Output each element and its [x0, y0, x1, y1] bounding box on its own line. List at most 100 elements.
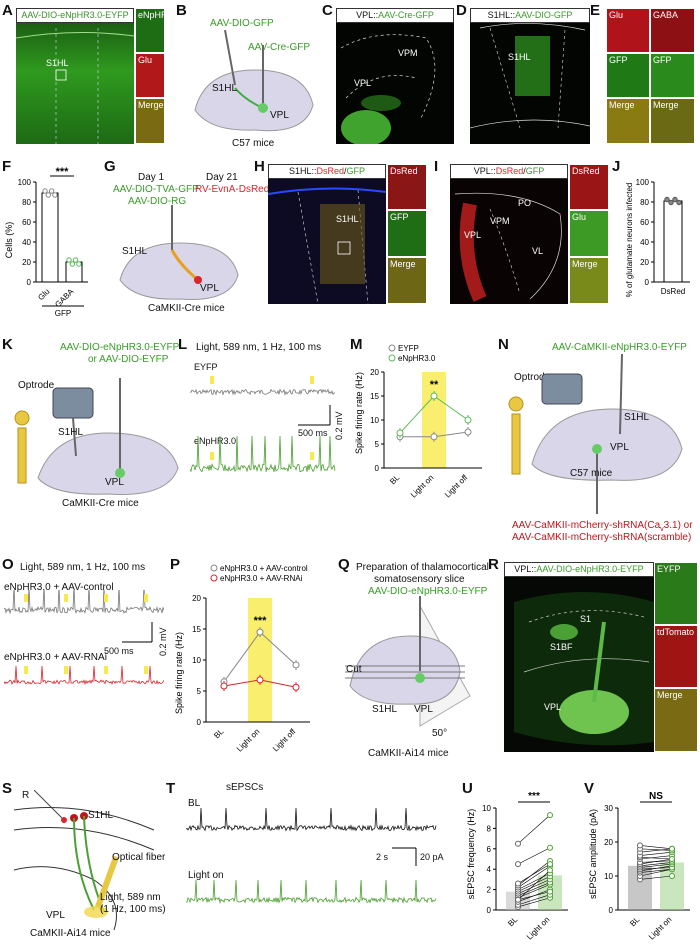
- panel-m-legend-label: EYFP: [398, 344, 419, 353]
- panel-i-image: VPL::DsRed/GFP PO VPM VPL VL: [450, 164, 568, 304]
- panel-j-ytick-label: 60: [640, 218, 649, 227]
- panel-g-day21: Day 21: [206, 172, 238, 183]
- panel-j-ytick-label: 80: [640, 198, 649, 207]
- panel-u-chart: sEPSC frequency (Hz) 0 2 4 6 8 10 BL Light on **…: [466, 791, 568, 942]
- panel-u-point: [515, 896, 521, 903]
- panel-t-title: sEPSCs: [226, 782, 264, 793]
- panel-u-label: U: [462, 780, 473, 797]
- panel-m-xtick-label: BL: [388, 473, 402, 487]
- panel-s-mice: CaMKII-Ai14 mice: [30, 928, 111, 939]
- panel-m-point: [430, 392, 438, 400]
- panel-m-xtick-label: Light on: [409, 473, 435, 499]
- panel-r-tile-eyfp: EYFP: [654, 562, 698, 625]
- panel-a-tile-merge: Merge: [135, 98, 165, 144]
- panel-u-ytick-label: 6: [487, 845, 492, 854]
- panel-o-trace1-light-marker: [24, 594, 28, 602]
- panel-s-diagram: [13, 790, 155, 931]
- panel-u-pair-line: [517, 869, 551, 901]
- panel-i-tile-dsred: DsRed: [569, 164, 609, 210]
- panel-v-pair-line: [639, 851, 673, 856]
- panel-k-virus2: or AAV-DIO-EYFP: [88, 354, 169, 365]
- panel-o-trace1: [4, 590, 164, 615]
- panel-i-title: VPL::DsRed/GFP: [450, 164, 568, 179]
- panel-m-sig: **: [430, 379, 439, 391]
- panel-l-trace1-label: EYFP: [194, 362, 218, 372]
- panel-n-virus: AAV-CaMKII-eNpHR3.0-EYFP: [552, 342, 687, 353]
- panel-j-point: [664, 196, 670, 203]
- panel-v-chart: sEPSC amplitude (pA) 0 10 20 30 BL Light on NS: [588, 791, 690, 942]
- panel-p-ytick-label: 15: [192, 625, 201, 634]
- panel-k-region2: VPL: [105, 477, 124, 488]
- panel-v-ytick-label: 10: [604, 872, 613, 881]
- panel-g-label: G: [104, 158, 116, 175]
- panel-s-light2: (1 Hz, 100 ms): [100, 904, 166, 915]
- panel-p-chart: Spike firing rate (Hz) 0 5 10 15 20 BL Light o…: [174, 564, 310, 754]
- panel-p-xtick-label: BL: [212, 727, 226, 741]
- panel-k-region1: S1HL: [58, 427, 84, 438]
- panel-r-region-vpl: VPL: [544, 702, 562, 712]
- panel-h-image: S1HL::DsRed/GFP S1HL: [268, 164, 386, 304]
- panel-n-optrode: Optrode: [514, 372, 551, 383]
- panel-o-trace2-light-marker: [64, 666, 68, 674]
- panel-p-point: [220, 682, 228, 690]
- panel-t-traces: [186, 808, 437, 905]
- panel-k-mice: CaMKII-Cre mice: [62, 498, 139, 509]
- panel-u-pair-line: [517, 873, 551, 890]
- panel-i-region-vpm: VPM: [490, 216, 510, 226]
- panel-p-point: [292, 683, 300, 691]
- panel-g-region1: S1HL: [122, 246, 148, 257]
- panel-u-ytick-label: 2: [487, 886, 492, 895]
- panel-v-xtick-label: Light on: [647, 915, 673, 941]
- panel-m-point: [430, 433, 438, 441]
- panel-f-ytick-label: 60: [22, 218, 31, 227]
- panel-r-tile-tdtomato: tdTomato: [654, 625, 698, 688]
- panel-j-ytick-label: 20: [640, 258, 649, 267]
- panel-f-ytick-label: 40: [22, 238, 31, 247]
- panel-u-point: [547, 844, 553, 851]
- panel-b-label: B: [176, 2, 187, 19]
- panel-s-fiber: Optical fiber: [112, 852, 166, 863]
- panel-u-point: [547, 812, 553, 819]
- panel-j-point: [672, 196, 678, 203]
- panel-h-label: H: [254, 158, 265, 175]
- panel-q-region2: VPL: [414, 704, 433, 715]
- panel-u-pair-line: [517, 884, 551, 899]
- panel-m-ytick-label: 5: [375, 440, 380, 449]
- panel-k-label: K: [2, 336, 13, 353]
- panel-p-ytick-label: 20: [192, 594, 201, 603]
- panel-v-pair-line: [639, 857, 673, 860]
- panel-c-title: VPL::AAV-Cre-GFP: [336, 8, 454, 23]
- panel-f-sig: ***: [56, 166, 70, 178]
- panel-o-trace2-light-marker: [24, 666, 28, 674]
- panel-a-region: S1HL: [46, 58, 69, 68]
- panel-v-point: [669, 856, 675, 862]
- panel-g-brain-diagram: [119, 205, 239, 300]
- panel-v-pair-line: [639, 848, 673, 851]
- panel-t-trace2: [186, 879, 437, 905]
- panel-v-point: [637, 842, 643, 849]
- panel-b-virus2: AAV-Cre-GFP: [248, 42, 311, 53]
- panel-v-ylabel: sEPSC amplitude (pA): [588, 809, 598, 899]
- panel-u-point: [515, 840, 521, 847]
- panel-u-point: [547, 861, 553, 868]
- panel-o-light: Light, 589 nm, 1 Hz, 100 ms: [20, 562, 146, 573]
- panel-b-region1: S1HL: [212, 83, 238, 94]
- panel-j-ytick-label: 100: [636, 178, 650, 187]
- panel-t-trace1: [186, 808, 437, 832]
- panel-v-xtick-label: BL: [628, 915, 642, 929]
- panel-i-tile-merge: Merge: [569, 257, 609, 304]
- panel-p-sig: ***: [254, 615, 268, 627]
- panel-p-legend-label: eNpHR3.0 + AAV-RNAi: [220, 574, 303, 583]
- panel-m-ytick-label: 15: [370, 392, 379, 401]
- panel-i-region-vpl: VPL: [464, 230, 482, 240]
- panel-n-region2: VPL: [610, 442, 629, 453]
- panel-g-day1: Day 1: [138, 172, 165, 183]
- panel-n-shrna1: AAV-CaMKII-mCherry-shRNA(Cav3.1) or: [512, 520, 693, 533]
- panel-r-tile-merge: Merge: [654, 688, 698, 752]
- panel-u-pair-line: [517, 876, 551, 892]
- panel-n-shrna2: AAV-CaMKII-mCherry-shRNA(scramble): [512, 532, 692, 543]
- panel-l-trace2-light-marker: [210, 452, 214, 460]
- panel-u-xtick-label: BL: [506, 915, 520, 929]
- panel-r-image: VPL::AAV-DIO-eNpHR3.0-EYFP S1 S1BF VPL: [504, 562, 654, 752]
- panel-o-trace1-light-marker: [104, 594, 108, 602]
